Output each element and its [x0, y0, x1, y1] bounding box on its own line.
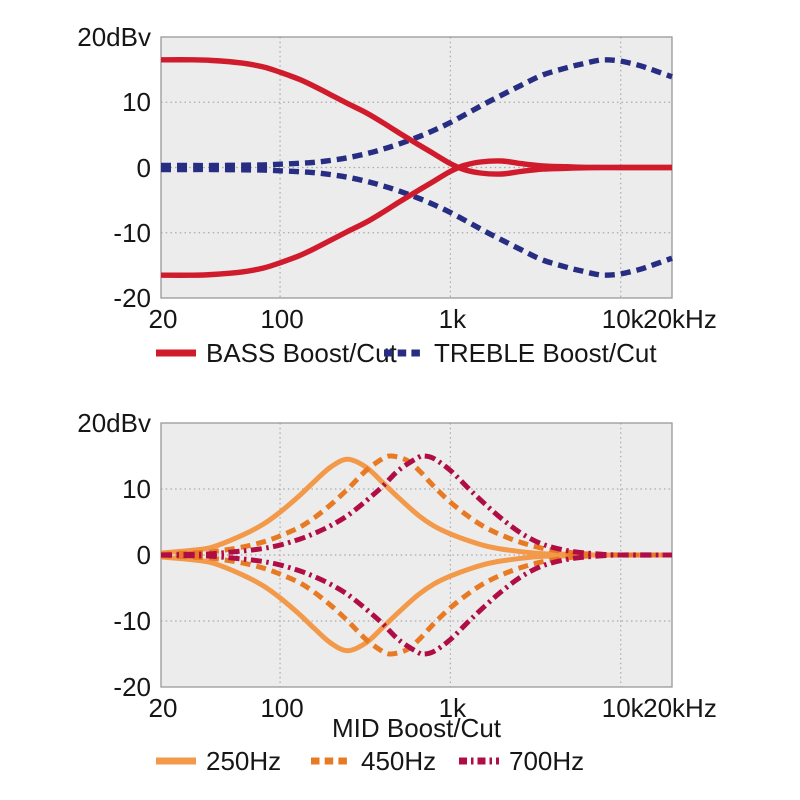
- legend-item-bass-boost-cut: BASS Boost/Cut: [155, 338, 397, 368]
- 250hz-boost-curve: [160, 456, 672, 558]
- x-tick-label: 1k: [438, 304, 467, 334]
- y-tick-label: 10: [122, 474, 151, 504]
- x-tick-label: 10k: [601, 304, 644, 334]
- bass-boost-cut-cut-curve: [160, 158, 672, 278]
- legend-label: 250Hz: [206, 745, 282, 776]
- 700hz-line-swatch-icon: [459, 757, 499, 765]
- bass-boost-cut-line-swatch-icon: [156, 349, 196, 357]
- legend-item-700hz: 700Hz: [458, 746, 584, 776]
- treble-boost-cut-line-swatch-icon: [384, 349, 424, 357]
- x-tick-label: 20kHz: [643, 693, 717, 723]
- y-tick-label: 0: [136, 152, 151, 183]
- 700hz-cut-curve: [160, 552, 673, 657]
- x-tick-label: 100: [260, 693, 304, 723]
- 450hz-boost-curve: [160, 453, 673, 558]
- y-tick-label: 0: [136, 540, 151, 570]
- 450hz-cut-curve: [160, 552, 673, 657]
- y-tick-label: -20: [113, 283, 151, 313]
- legend-label: BASS Boost/Cut: [206, 337, 397, 368]
- y-tick-label: -10: [113, 606, 151, 636]
- legend-item-treble-boost-cut: TREBLE Boost/Cut: [383, 338, 657, 368]
- y-tick-label: 10: [122, 87, 151, 118]
- x-tick-label: 10k: [601, 693, 644, 723]
- y-tick-label: 20dBv: [77, 22, 151, 52]
- treble-boost-cut-boost-curve: [161, 57, 673, 169]
- y-tick-label: 20dBv: [77, 408, 151, 438]
- x-tick-label: 20: [148, 304, 178, 334]
- legend-label: 450Hz: [361, 745, 437, 776]
- y-tick-label: -10: [113, 217, 151, 248]
- legend-item-250hz: 250Hz: [155, 746, 281, 776]
- x-tick-label: 20: [148, 693, 178, 723]
- x-tick-label: 1k: [438, 693, 467, 723]
- 250hz-line-swatch-icon: [156, 757, 196, 765]
- x-tick-label: 100: [260, 304, 304, 334]
- legend-label: TREBLE Boost/Cut: [434, 337, 657, 368]
- 450hz-line-swatch-icon: [311, 757, 351, 765]
- treble-boost-cut-cut-curve: [161, 166, 673, 278]
- x-tick-label: 20kHz: [643, 304, 717, 334]
- 250hz-cut-curve: [160, 552, 672, 654]
- legend-label: 700Hz: [509, 745, 585, 776]
- legend-item-450hz: 450Hz: [310, 746, 436, 776]
- y-tick-label: -20: [113, 672, 151, 702]
- x-axis-title: MID Boost/Cut: [331, 713, 502, 743]
- 700hz-boost-curve: [160, 453, 673, 558]
